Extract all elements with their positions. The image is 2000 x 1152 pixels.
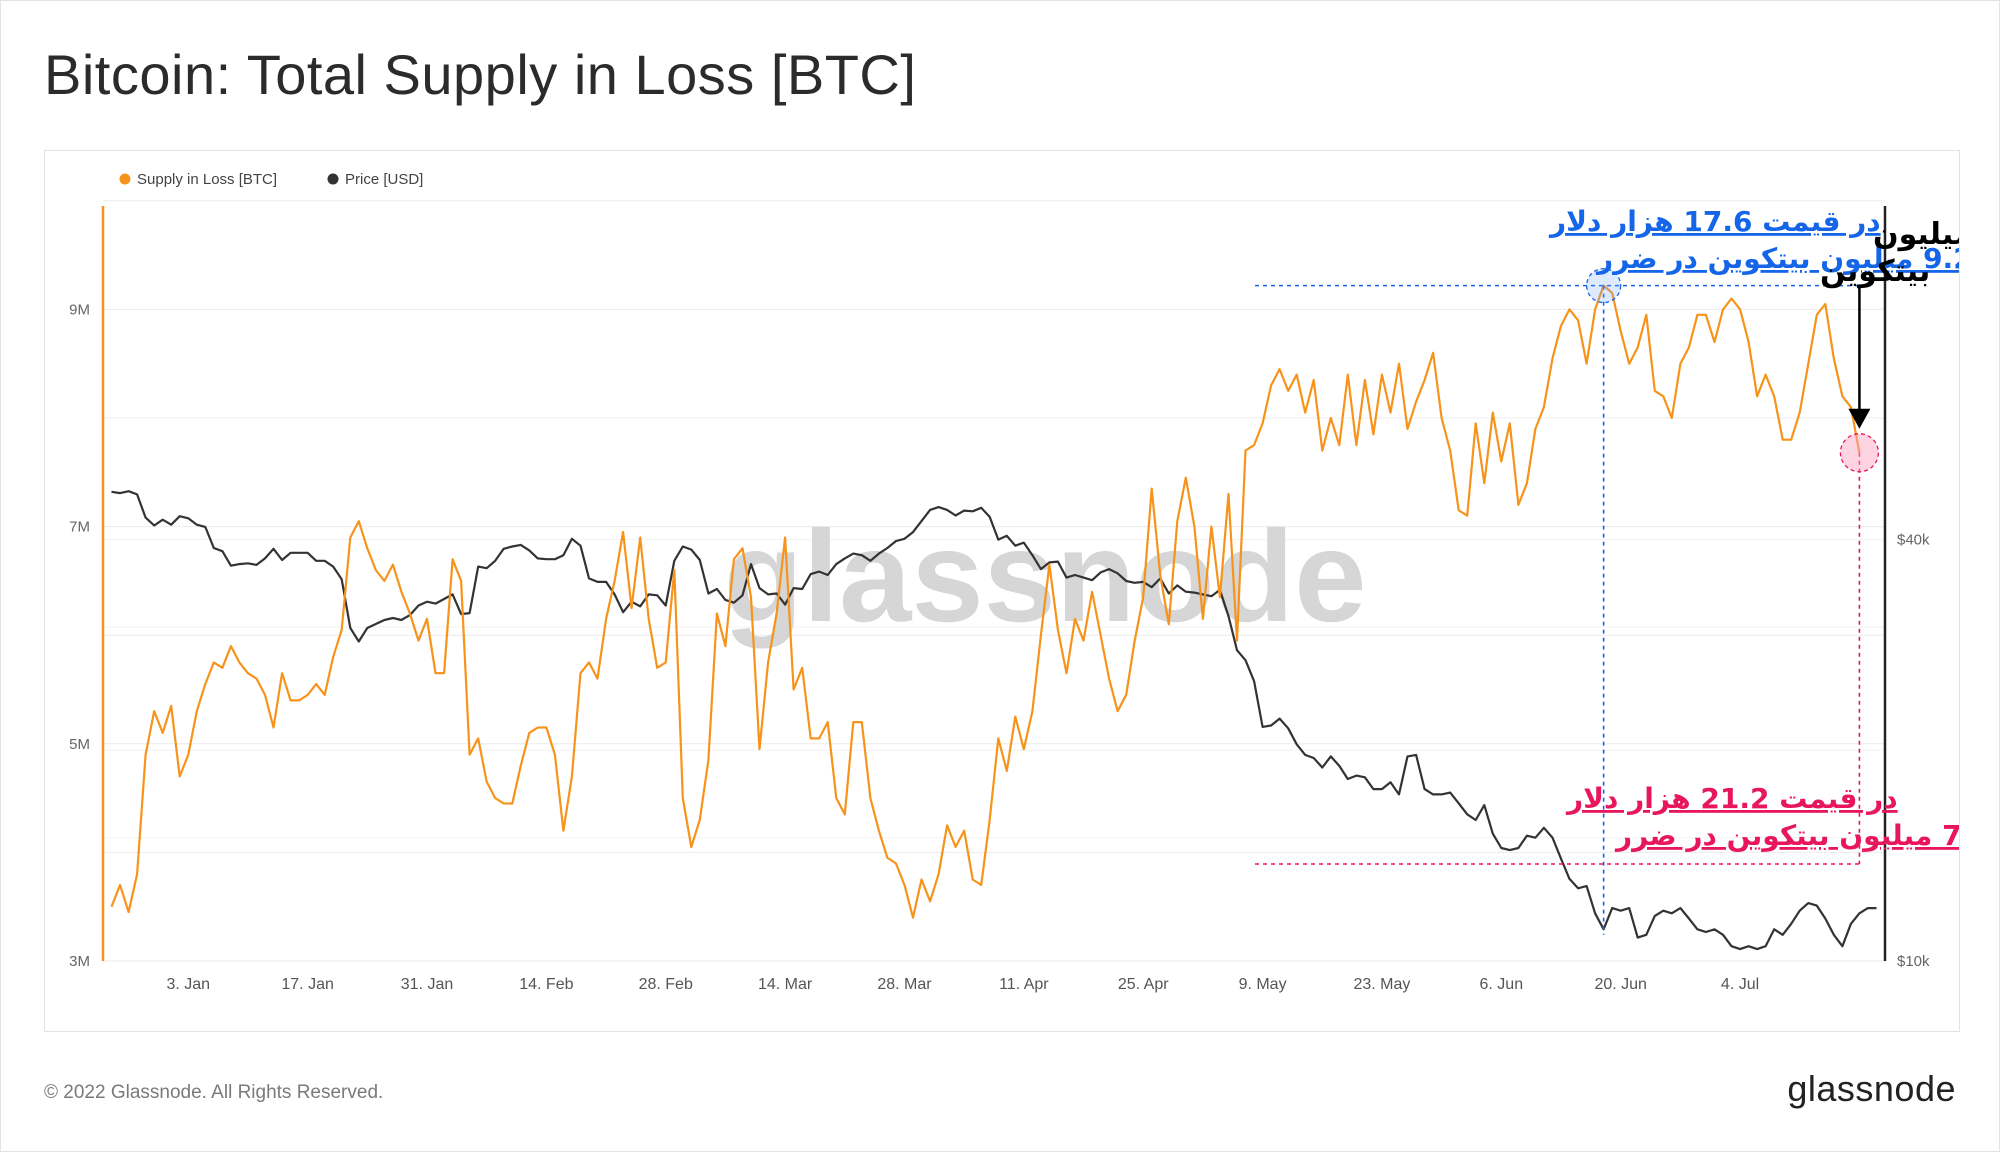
x-tick-label: 4. Jul — [1721, 976, 1759, 993]
x-tick-label: 20. Jun — [1594, 976, 1646, 993]
x-tick-label: 28. Mar — [877, 976, 932, 993]
legend-marker — [119, 173, 131, 185]
y-right-tick-label: $10k — [1897, 953, 1930, 970]
x-tick-label: 31. Jan — [401, 976, 453, 993]
legend-marker — [327, 173, 339, 185]
difference-arrow-head — [1848, 408, 1871, 429]
blue-annotation-line1: در قیمت 17.6 هزار دلار — [1548, 205, 1881, 238]
x-tick-label: 14. Feb — [519, 976, 573, 993]
y-left-tick-label: 3M — [69, 953, 90, 970]
blue-marker — [1585, 267, 1622, 304]
black-annotation-line1: 1.539 میلیون — [1873, 217, 1959, 252]
x-tick-label: 17. Jan — [281, 976, 333, 993]
pink-annotation-line2: 7.680 میلیون بیتکوین در ضرر — [1614, 819, 1959, 852]
legend-label: Price [USD] — [345, 171, 423, 188]
x-tick-label: 3. Jan — [166, 976, 210, 993]
price-line — [111, 490, 1877, 951]
x-tick-label: 6. Jun — [1480, 976, 1524, 993]
x-tick-label: 9. May — [1239, 976, 1287, 993]
glassnode-logo[interactable]: glassnode — [1787, 1068, 1956, 1109]
y-left-tick-label: 9M — [69, 301, 90, 318]
x-tick-label: 14. Mar — [758, 976, 813, 993]
supply-in-loss-line — [110, 284, 1861, 919]
chart-svg: glassnode 9M 7M 5M 3M $40k $10k 3. Jan 17. Jan 31… — [69, 171, 1959, 993]
y-left-tick-label: 5M — [69, 736, 90, 753]
blue-annotation-line2: 9.219 میلیون بیتکوین در ضرر — [1595, 242, 1959, 275]
watermark: glassnode — [724, 503, 1367, 649]
y-right-tick-label: $40k — [1897, 532, 1930, 549]
legend-label: Supply in Loss [BTC] — [137, 171, 277, 188]
pink-marker — [1839, 433, 1880, 473]
page-title: Bitcoin: Total Supply in Loss [BTC] — [44, 43, 917, 106]
x-tick-label: 25. Apr — [1118, 976, 1169, 993]
x-tick-label: 11. Apr — [999, 976, 1049, 993]
y-left-tick-label: 7M — [69, 519, 90, 536]
footer-copyright: © 2022 Glassnode. All Rights Reserved. — [44, 1082, 384, 1103]
x-tick-label: 23. May — [1353, 976, 1410, 993]
pink-annotation-line1: در قیمت 21.2 هزار دلار — [1565, 782, 1898, 815]
x-tick-label: 28. Feb — [639, 976, 693, 993]
chart-panel: glassnode 9M 7M 5M 3M $40k $10k 3. Jan 17. Jan 31… — [44, 150, 1960, 1032]
black-annotation-line2: بیتکوین — [1820, 254, 1930, 289]
